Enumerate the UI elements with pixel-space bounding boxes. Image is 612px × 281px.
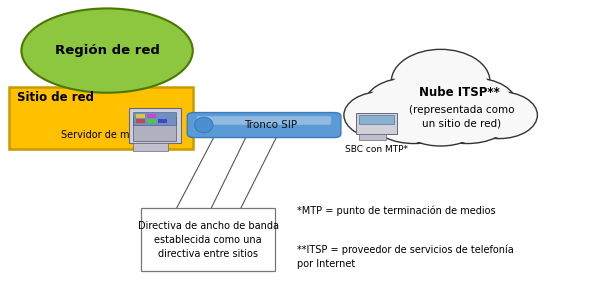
Ellipse shape bbox=[465, 93, 534, 137]
Ellipse shape bbox=[431, 78, 517, 130]
FancyBboxPatch shape bbox=[187, 112, 341, 138]
Text: (representada como
un sitio de red): (representada como un sitio de red) bbox=[409, 105, 515, 128]
Ellipse shape bbox=[408, 113, 474, 145]
Ellipse shape bbox=[195, 117, 213, 133]
FancyBboxPatch shape bbox=[133, 143, 168, 151]
FancyBboxPatch shape bbox=[133, 112, 176, 125]
Text: Región de red: Región de red bbox=[54, 44, 160, 57]
Ellipse shape bbox=[344, 92, 420, 139]
FancyBboxPatch shape bbox=[197, 116, 331, 125]
Text: Nube ITSP**: Nube ITSP** bbox=[419, 86, 499, 99]
FancyBboxPatch shape bbox=[136, 114, 145, 118]
FancyBboxPatch shape bbox=[141, 208, 275, 271]
Text: Servidor de mediación: Servidor de mediación bbox=[61, 130, 171, 140]
Text: Tronco SIP: Tronco SIP bbox=[244, 120, 297, 130]
FancyBboxPatch shape bbox=[147, 114, 156, 118]
Text: Sitio de red: Sitio de red bbox=[17, 91, 94, 104]
Ellipse shape bbox=[365, 78, 450, 130]
Text: SBC con MTP*: SBC con MTP* bbox=[345, 145, 408, 154]
Ellipse shape bbox=[377, 105, 451, 142]
FancyBboxPatch shape bbox=[158, 119, 167, 123]
Text: *MTP = punto de terminación de medios: *MTP = punto de terminación de medios bbox=[297, 205, 496, 216]
Ellipse shape bbox=[21, 8, 193, 93]
Ellipse shape bbox=[427, 104, 507, 144]
Ellipse shape bbox=[391, 49, 490, 114]
FancyBboxPatch shape bbox=[9, 87, 193, 149]
Ellipse shape bbox=[430, 105, 504, 142]
FancyBboxPatch shape bbox=[359, 115, 394, 124]
Ellipse shape bbox=[435, 80, 513, 128]
Ellipse shape bbox=[405, 111, 477, 146]
FancyBboxPatch shape bbox=[133, 117, 176, 141]
Text: **ITSP = proveedor de servicios de telefonía
por Internet: **ITSP = proveedor de servicios de telef… bbox=[297, 244, 513, 269]
FancyBboxPatch shape bbox=[147, 119, 156, 123]
Ellipse shape bbox=[461, 92, 537, 139]
FancyBboxPatch shape bbox=[129, 108, 181, 143]
Ellipse shape bbox=[347, 93, 417, 137]
Ellipse shape bbox=[375, 104, 454, 144]
FancyBboxPatch shape bbox=[136, 119, 145, 123]
FancyBboxPatch shape bbox=[356, 113, 397, 134]
Ellipse shape bbox=[394, 51, 487, 112]
Ellipse shape bbox=[368, 80, 447, 128]
FancyBboxPatch shape bbox=[359, 134, 386, 140]
Text: Directiva de ancho de banda
establecida como una
directiva entre sitios: Directiva de ancho de banda establecida … bbox=[138, 221, 278, 259]
